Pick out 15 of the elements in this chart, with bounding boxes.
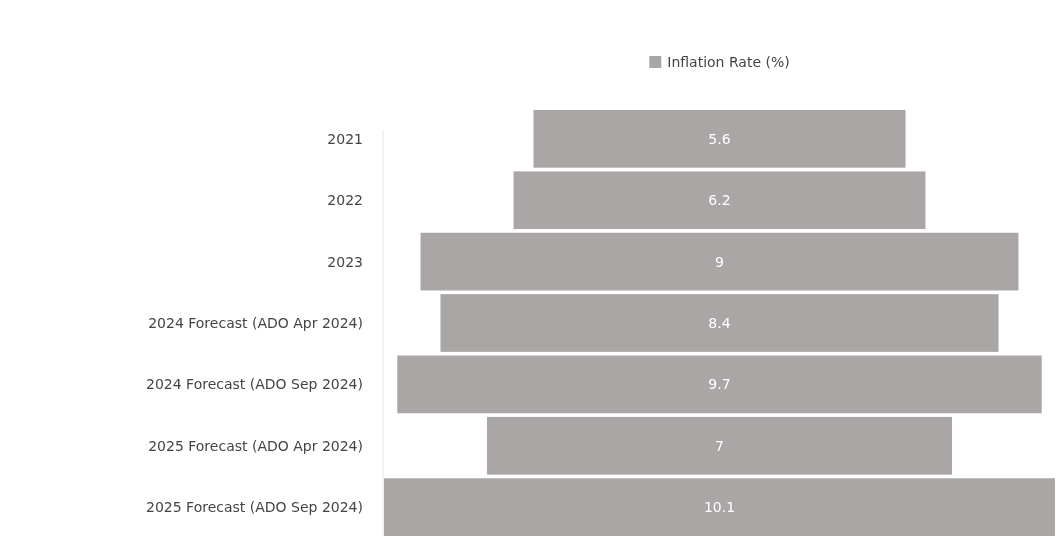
category-label: 2023 [327,253,363,270]
category-label: 2025 Forecast (ADO Apr 2024) [148,437,363,454]
data-label: 8.4 [708,314,731,331]
category-label: 2021 [327,130,363,147]
data-label: 10.1 [703,499,736,516]
data-label: 6.2 [708,192,731,209]
data-label: 7 [715,437,724,454]
data-label: 9 [715,253,724,270]
legend-label: Inflation Rate (%) [667,53,790,70]
category-label: 2022 [327,192,363,209]
category-label: 2024 Forecast (ADO Apr 2024) [148,314,363,331]
data-label: 9.7 [708,376,731,393]
category-label: 2025 Forecast (ADO Sep 2024) [146,499,363,516]
category-label: 2024 Forecast (ADO Sep 2024) [146,376,363,393]
data-label: 5.6 [708,130,731,147]
